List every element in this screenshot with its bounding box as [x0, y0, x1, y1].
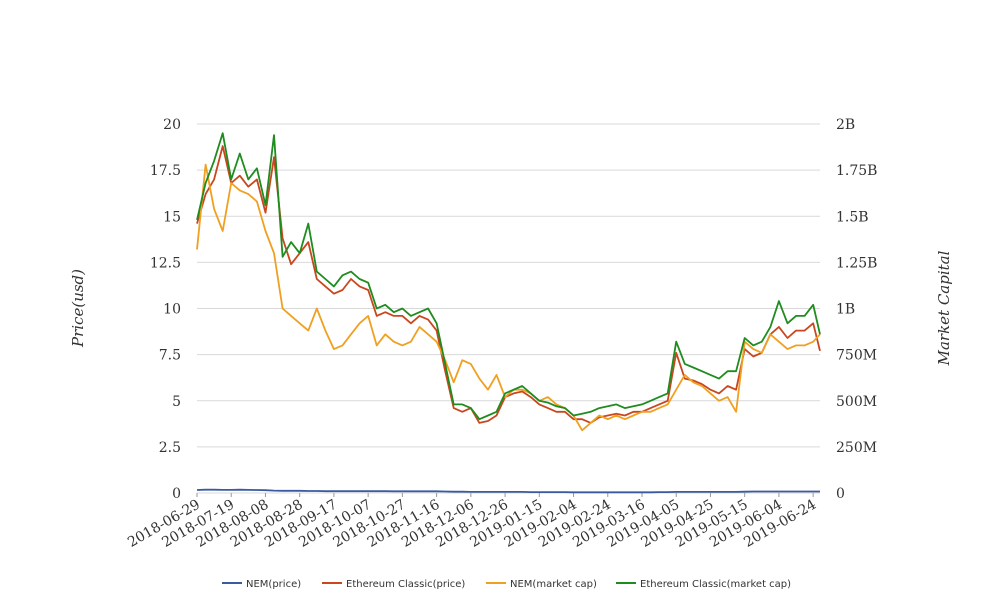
- series-line-ethereum-classic-market-cap: [196, 132, 821, 421]
- right-tick-label: 750M: [836, 348, 877, 364]
- series-line-nem-market-cap: [196, 163, 821, 432]
- left-tick-label: 5: [172, 394, 181, 410]
- series-line-ethereum-classic-price: [196, 145, 821, 424]
- series-line-nem-price: [196, 488, 820, 494]
- x-axis: 2018-06-292018-07-192018-08-082018-08-28…: [125, 493, 819, 551]
- legend-item: NEM(price): [222, 579, 301, 590]
- left-y-axis: 0 2.5 5 7.5 10 12.5 15 17.5 20: [150, 117, 181, 502]
- right-axis-title: Market Capital: [935, 250, 953, 366]
- right-tick-label: 250M: [836, 440, 877, 456]
- left-tick-label: 20: [163, 117, 181, 133]
- left-tick-label: 12.5: [150, 255, 181, 271]
- right-tick-label: 500M: [836, 394, 877, 410]
- left-tick-label: 2.5: [159, 440, 181, 456]
- left-axis-title: Price(usd): [69, 269, 87, 348]
- legend-label: NEM(price): [246, 579, 301, 590]
- right-y-axis: 0 250M 500M 750M 1B 1.25B 1.5B 1.75B 2B: [836, 117, 877, 502]
- legend-item: Ethereum Classic(price): [322, 579, 465, 590]
- right-tick-label: 1.5B: [836, 209, 869, 225]
- left-tick-label: 15: [163, 209, 181, 225]
- legend-item: Ethereum Classic(market cap): [616, 579, 791, 590]
- right-tick-label: 1.75B: [836, 163, 877, 179]
- left-tick-label: 10: [163, 302, 181, 318]
- right-tick-label: 2B: [836, 117, 855, 133]
- left-tick-label: 0: [172, 486, 181, 502]
- left-tick-label: 17.5: [150, 163, 181, 179]
- left-tick-label: 7.5: [159, 348, 181, 364]
- legend-label: NEM(market cap): [510, 579, 597, 590]
- legend-label: Ethereum Classic(price): [346, 579, 465, 590]
- right-tick-label: 1.25B: [836, 255, 877, 271]
- right-tick-label: 0: [836, 486, 845, 502]
- legend: NEM(price) Ethereum Classic(price) NEM(mar…: [222, 579, 791, 590]
- gridlines: [197, 123, 820, 494]
- series-lines: [196, 132, 821, 494]
- legend-item: NEM(market cap): [486, 579, 597, 590]
- legend-label: Ethereum Classic(market cap): [640, 579, 791, 590]
- right-tick-label: 1B: [836, 302, 855, 318]
